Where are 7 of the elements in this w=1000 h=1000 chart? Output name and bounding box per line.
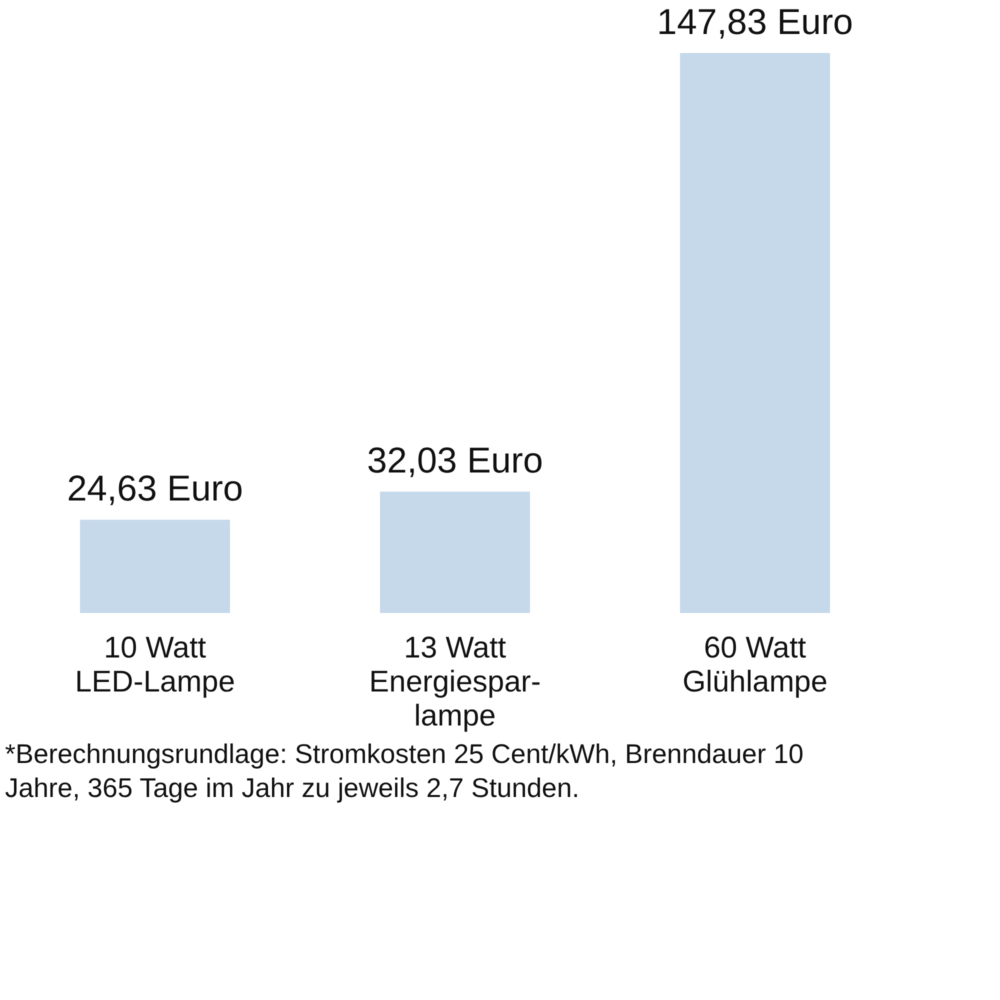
data-label: 32,03 Euro (366, 440, 544, 481)
x-tick-label: 10 Watt LED-Lampe (74, 632, 236, 698)
x-tick-label: 13 Watt Energiespar- lampe (369, 632, 541, 732)
data-label: 24,63 Euro (66, 468, 244, 509)
x-tick-label: 60 Watt Glühlampe (682, 632, 828, 698)
data-label: 147,83 Euro (656, 1, 854, 42)
text: *Berechnungsrundlage: Stromkosten 25 Cent/kWh, Brenndauer 10 Jahre, 365 Tage im Jahr zu jeweils 2,7 Stunden. (5, 739, 804, 803)
